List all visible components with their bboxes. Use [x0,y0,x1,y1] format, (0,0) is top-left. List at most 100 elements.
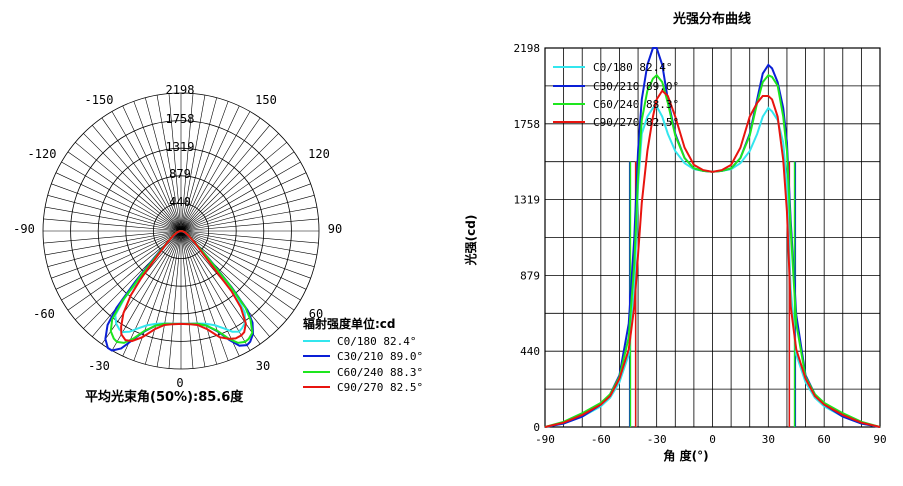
legend-label-c90-270: C90/270 82.5° [593,116,679,129]
polar-spoke [180,142,287,232]
polar-curves [104,230,255,352]
polar-spoke [180,230,206,367]
polar-angle-label: -150 [85,93,114,107]
polar-spoke [51,183,182,232]
polar-angle-label: 0 [176,376,183,390]
polar-spoke [156,230,182,367]
cartesian-legend: C0/180 82.4° C30/210 89.0° C60/240 88.3°… [553,61,679,129]
polar-spoke [180,230,319,244]
cartesian-grid [544,47,881,428]
polar-spoke [67,230,182,311]
plot-frame [544,47,881,428]
x-tick-label: -60 [591,433,611,446]
polar-spoke [47,230,182,268]
polar-legend: C0/180 82.4° C30/210 89.0° C60/240 88.3°… [303,335,423,394]
polar-spoke [180,95,206,232]
y-tick-label: 0 [533,421,540,434]
legend-label-c30-210: C30/210 89.0° [337,350,423,363]
polar-spoke [180,183,311,232]
polar-spoke [180,105,240,232]
polar-angle-label: -90 [13,222,35,236]
polar-spoke [180,101,229,232]
polar-spoke [133,230,182,361]
cartesian-chart: 光强分布曲线 -90 -60 -30 0 30 60 90 0 440 879 1319 1758 21… [463,11,887,463]
legend-label-c0-180: C0/180 82.4° [337,335,416,348]
polar-spoke [61,161,182,232]
polar-spoke [180,111,251,232]
polar-spoke [75,142,182,232]
polar-spoke [156,95,182,232]
polar-spoke [180,133,279,232]
polar-spoke [45,206,182,232]
polar-spoke [180,230,307,290]
polar-spoke [92,125,182,232]
x-tick-label: 90 [873,433,886,446]
polar-spoke [101,117,182,232]
polar-radial-tick: 440 [169,195,191,209]
polar-spoke [180,151,295,232]
polar-angle-label: 90 [328,222,342,236]
polar-spoke [180,230,240,357]
polar-radial-tick: 1758 [166,112,195,126]
beam-angle-label: 平均光束角(50%):85.6度 [85,389,244,405]
polar-spoke [111,230,182,351]
polar-angle-label: 150 [255,93,277,107]
y-tick-label: 879 [520,269,540,282]
polar-spoke [47,194,182,232]
polar-spoke [45,230,182,256]
polar-angle-label: 30 [256,359,270,373]
y-tick-label: 1319 [514,194,541,207]
legend-label-c30-210: C30/210 89.0° [593,80,679,93]
polar-spoke [168,230,182,369]
series-line [544,89,881,428]
polar-spoke [180,161,301,232]
polar-angle-label: -30 [88,359,110,373]
x-tick-label: 60 [818,433,831,446]
polar-spoke [180,230,311,279]
x-tick-label: -90 [535,433,555,446]
polar-spoke [43,218,182,232]
legend-label-c60-240: C60/240 88.3° [593,98,679,111]
polar-spoke [43,230,182,244]
polar-spoke [51,230,182,279]
polar-spoke [180,230,317,256]
polar-radial-tick: 1319 [166,140,195,154]
polar-spoke [180,230,218,365]
polar-angle-label: 120 [308,147,330,161]
cartesian-curves [544,47,881,428]
polar-spoke [180,172,307,232]
polar-spoke [180,93,194,232]
y-tick-label: 1758 [514,118,541,131]
polar-spoke [180,230,315,268]
polar-unit-label: 辐射强度单位:cd [303,316,396,331]
legend-label-c90-270: C90/270 82.5° [337,381,423,394]
y-tick-label: 2198 [514,42,541,55]
polar-spoke [67,151,182,232]
polar-spoke [180,206,317,232]
polar-spoke [122,230,182,357]
polar-spoke [133,101,182,232]
polar-spoke [101,230,182,345]
polar-radial-tick: 879 [169,167,191,181]
y-axis-label: 光强(cd) [463,215,478,267]
legend-label-c60-240: C60/240 88.3° [337,366,423,379]
polar-series-line [109,230,254,344]
polar-spoke [180,230,229,361]
polar-spoke [180,230,295,311]
polar-spoke [180,230,251,351]
polar-spoke [111,111,182,232]
polar-spoke [180,97,218,232]
polar-spoke [180,230,194,369]
polar-spoke [55,172,182,232]
polar-spoke [180,194,315,232]
polar-spoke [83,133,182,232]
polar-spoke [144,97,182,232]
polar-spoke [61,230,182,301]
polar-spoke [180,117,261,232]
x-tick-label: 0 [709,433,716,446]
legend-label-c0-180: C0/180 82.4° [593,61,672,74]
polar-spoke [55,230,182,290]
x-tick-label: -30 [647,433,667,446]
x-tick-label: 30 [762,433,775,446]
